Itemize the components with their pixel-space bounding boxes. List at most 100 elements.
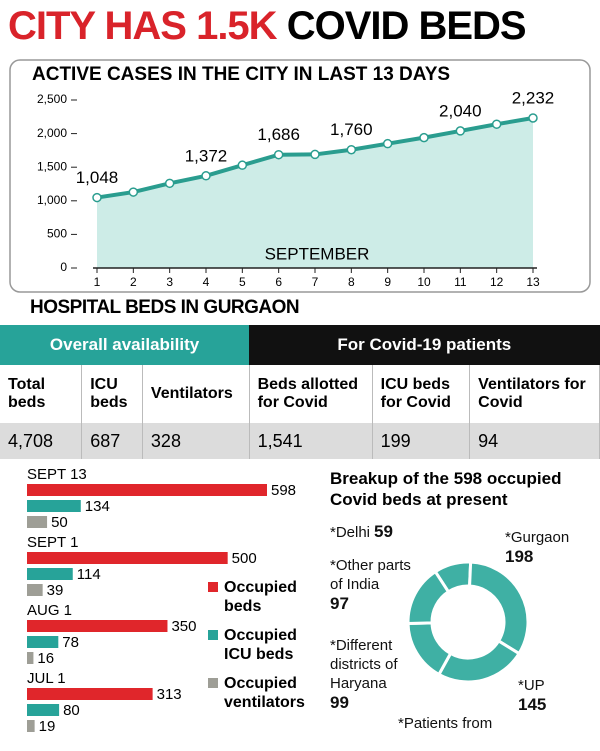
category-label: SEPT 1 <box>27 534 78 551</box>
slice <box>468 560 530 656</box>
data-label: 350 <box>171 618 196 635</box>
data-label: 198 <box>505 547 534 566</box>
headline-part: CITY HAS 1.5K <box>8 4 278 48</box>
slice <box>436 638 522 684</box>
point <box>164 178 175 189</box>
cell: 328 <box>142 423 250 459</box>
point <box>92 192 102 203</box>
cell: 1,541 <box>249 423 373 459</box>
y-tick-label: 2,000 <box>37 126 67 140</box>
data-label: 80 <box>63 702 80 719</box>
x-tick-label: 11 <box>454 275 467 289</box>
point <box>201 171 211 181</box>
data-label: 313 <box>157 686 182 703</box>
bar <box>27 620 168 632</box>
bar-chart: SEPT 13 598 134 50 SEPT 1 500 114 39 AUG 1 350 78 1… <box>27 466 296 735</box>
point <box>237 160 248 170</box>
point <box>419 132 429 143</box>
slice-label: *Different districts of Haryana 99 <box>330 636 420 712</box>
bar <box>27 688 153 700</box>
bar <box>27 584 43 596</box>
category-label: AUG 1 <box>27 602 72 619</box>
y-tick-label: 2,500 <box>37 92 67 106</box>
donut-chart <box>406 560 530 684</box>
data-label: 99 <box>330 693 349 712</box>
slice-label: *Other parts of India 97 <box>330 556 420 613</box>
x-tick-label: 13 <box>526 275 540 289</box>
category-label: SEPT 13 <box>27 466 87 483</box>
cell: 4,708 <box>0 423 83 459</box>
legend-item: Occupied ventilators <box>208 674 310 712</box>
point <box>382 138 393 149</box>
data-label: 1,048 <box>76 168 119 187</box>
data-label: 1,686 <box>257 125 300 144</box>
data-label: 78 <box>62 634 79 651</box>
bar <box>27 704 60 716</box>
data-label: 2,040 <box>439 101 482 120</box>
data-label: 50 <box>51 514 68 531</box>
headline: CITY HAS 1.5K COVID BEDS <box>8 4 527 49</box>
category-label: JUL 1 <box>27 670 66 687</box>
legend-item: Occupied beds <box>208 578 310 616</box>
group-header: For Covid-19 patients <box>249 325 600 365</box>
category-label: *Different districts of Haryana <box>330 637 398 692</box>
legend-label: Occupied ventilators <box>224 675 305 711</box>
legend-item: Occupied ICU beds <box>208 626 310 664</box>
point <box>346 144 357 155</box>
x-tick-label: 6 <box>275 275 282 289</box>
data-label: 1,372 <box>185 146 228 165</box>
point <box>491 119 502 129</box>
x-tick-label: 7 <box>312 275 319 289</box>
column-header: ICU beds <box>81 365 143 423</box>
data-label: 598 <box>271 482 296 499</box>
chart-title: ACTIVE CASES IN THE CITY IN LAST 13 DAYS <box>32 64 450 85</box>
group-header: Overall availability <box>0 325 250 365</box>
column-header: Ventilators <box>142 365 250 423</box>
slice <box>406 569 451 625</box>
headline-part: COVID BEDS <box>286 4 527 48</box>
legend-swatch <box>208 582 218 592</box>
section-title: HOSPITAL BEDS IN GURGAON <box>30 297 300 318</box>
line-chart: ACTIVE CASES IN THE CITY IN LAST 13 DAYS… <box>9 59 591 293</box>
x-tick-label: 9 <box>384 275 391 289</box>
legend-label: Occupied beds <box>224 579 297 615</box>
data-label: 500 <box>232 550 257 567</box>
legend-swatch <box>208 678 218 688</box>
bar <box>27 568 73 580</box>
point <box>128 187 139 197</box>
slice-label: *UP 145 <box>518 676 578 714</box>
x-axis-label: SEPTEMBER <box>265 244 370 263</box>
bar <box>27 720 35 732</box>
legend: Occupied beds Occupied ICU beds Occupied v… <box>208 578 310 722</box>
cell: 199 <box>372 423 471 459</box>
data-label: 39 <box>47 582 64 599</box>
cell: 94 <box>469 423 600 459</box>
data-label: 59 <box>374 522 393 541</box>
column-header: Beds allotted for Covid <box>249 365 373 423</box>
category-label: *Gurgaon <box>505 529 570 546</box>
x-tick-label: 8 <box>348 275 355 289</box>
y-tick-label: 500 <box>47 227 67 241</box>
point <box>310 149 320 160</box>
bar <box>27 484 267 496</box>
bar <box>27 552 228 564</box>
data-label: 134 <box>85 498 110 515</box>
x-tick-label: 1 <box>94 275 101 289</box>
data-label: 145 <box>518 695 547 714</box>
legend-swatch <box>208 630 218 640</box>
slice-label: *Gurgaon 198 <box>505 528 595 566</box>
y-tick-label: 0 <box>60 260 67 274</box>
y-tick-label: 1,000 <box>37 193 67 207</box>
x-tick-label: 12 <box>490 275 504 289</box>
column-header: Total beds <box>0 365 83 423</box>
data-label: 19 <box>39 718 56 735</box>
bar <box>27 500 81 512</box>
legend-label: Occupied ICU beds <box>224 627 297 663</box>
bar <box>27 516 48 528</box>
category-label: *Delhi <box>330 524 371 541</box>
area <box>97 118 533 268</box>
data-label: 16 <box>37 650 54 667</box>
x-tick-label: 10 <box>417 275 431 289</box>
chart-title: Breakup of the 598 occupied Covid beds a… <box>330 469 562 509</box>
